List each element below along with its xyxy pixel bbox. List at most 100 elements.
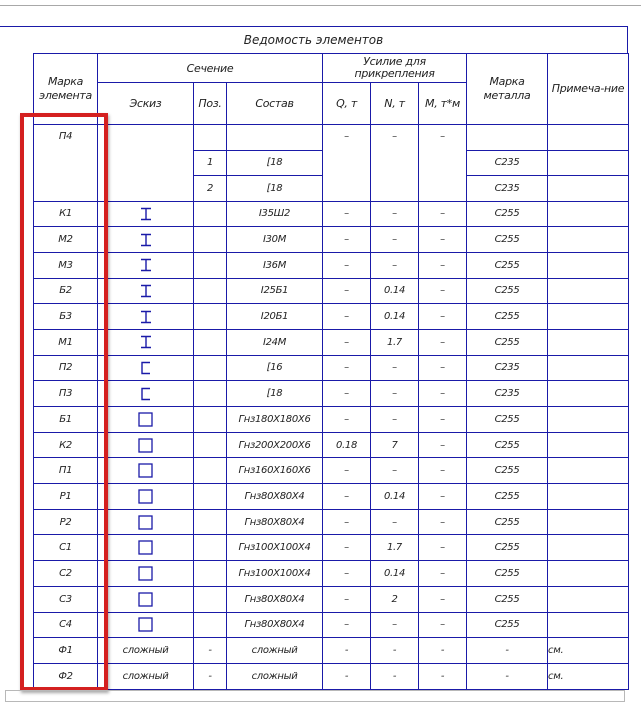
table-row: П3 [18– – – С235 (33, 380, 629, 407)
cell-note: см. (547, 662, 629, 690)
cell-pos (193, 251, 227, 279)
cell-sketch: сложный (97, 637, 194, 664)
cell-pos (193, 226, 227, 253)
group-composition: [18 (226, 175, 323, 202)
cell-sketch (97, 534, 194, 562)
cell-n: – (370, 508, 419, 536)
cell-q: 0.18 (322, 431, 371, 459)
cell-n: - (370, 637, 419, 664)
square-tube-icon (99, 463, 193, 478)
header-m: М, т*м (418, 82, 467, 125)
group-pos (193, 124, 227, 151)
cell-m: – (418, 483, 467, 510)
cell-note (547, 585, 629, 613)
cell-m: – (418, 277, 467, 305)
square-tube-icon (99, 540, 193, 555)
cell-steel: С255 (466, 328, 548, 356)
cell-note (547, 328, 629, 356)
cell-note (547, 303, 629, 330)
cell-steel: С255 (466, 303, 548, 330)
channel-icon (99, 361, 193, 375)
cell-q: – (322, 328, 371, 356)
group-note (547, 149, 629, 176)
cell-note (547, 277, 629, 305)
cell-note (547, 483, 629, 510)
cell-composition: I35Ш2 (226, 200, 323, 228)
cell-pos (193, 303, 227, 330)
group-q: – (322, 124, 371, 202)
cell-q: – (322, 406, 371, 433)
cell-note (547, 380, 629, 407)
cell-m: – (418, 328, 467, 356)
group-pos: 1 (193, 149, 227, 176)
cell-mark: С4 (33, 611, 98, 639)
cell-note (547, 560, 629, 587)
group-sketch (97, 124, 194, 202)
cell-composition: I30М (226, 226, 323, 253)
cell-q: – (322, 483, 371, 510)
cell-composition: I20Б1 (226, 303, 323, 330)
cell-composition: Гнз80Х80Х4 (226, 483, 323, 510)
cell-m: - (418, 662, 467, 690)
square-tube-icon (99, 592, 193, 607)
cell-sketch (97, 200, 194, 228)
cell-steel: С255 (466, 611, 548, 639)
cell-m: – (418, 380, 467, 407)
cell-steel: - (466, 662, 548, 690)
cell-m: – (418, 406, 467, 433)
cell-steel: С255 (466, 431, 548, 459)
cell-n: – (370, 200, 419, 228)
cell-steel: С255 (466, 508, 548, 536)
cell-note: см. (547, 637, 629, 664)
cell-q: – (322, 354, 371, 382)
cell-q: – (322, 200, 371, 228)
cell-sketch (97, 251, 194, 279)
cell-n: – (370, 457, 419, 485)
cell-sketch (97, 431, 194, 459)
cell-composition: Гнз180Х180Х6 (226, 406, 323, 433)
cell-pos (193, 585, 227, 613)
table-row: К2 Гнз200Х200Х6 0.18 7– С255 (33, 431, 629, 459)
cell-note (547, 406, 629, 433)
cell-m: – (418, 251, 467, 279)
cell-q: – (322, 585, 371, 613)
cell-composition: I36М (226, 251, 323, 279)
i-beam-icon (99, 335, 193, 349)
cell-composition: Гнз200Х200Х6 (226, 431, 323, 459)
header-n: N, т (370, 82, 419, 125)
top-divider (0, 5, 641, 6)
cell-q: – (322, 251, 371, 279)
i-beam-icon (99, 207, 193, 221)
cell-steel: С255 (466, 277, 548, 305)
square-tube-icon (99, 566, 193, 581)
cell-sketch (97, 303, 194, 330)
cell-composition: [16 (226, 354, 323, 382)
cell-composition: I25Б1 (226, 277, 323, 305)
cell-n: – (370, 406, 419, 433)
highlight-box (20, 113, 108, 691)
i-beam-icon (99, 310, 193, 324)
table-row: Б3 I20Б1–0.14– С255 (33, 303, 629, 330)
cell-pos (193, 431, 227, 459)
i-beam-icon (99, 284, 193, 298)
table-row: К1 I35Ш2– – – С255 (33, 200, 629, 228)
cell-sketch (97, 277, 194, 305)
channel-icon (99, 387, 193, 401)
group-pos: 2 (193, 175, 227, 202)
table-row: М3 I36М – – – С255 (33, 251, 629, 279)
cell-q: – (322, 226, 371, 253)
group-composition: [18 (226, 149, 323, 176)
cell-mark: С1 (33, 534, 98, 562)
group-note (547, 124, 629, 151)
cell-m: – (418, 585, 467, 613)
cell-sketch (97, 508, 194, 536)
cell-note (547, 457, 629, 485)
group-steel: С235 (466, 149, 548, 176)
table-row: М2 I30М – – – С255 (33, 226, 629, 253)
square-tube-icon (99, 437, 193, 453)
cell-pos: - (193, 637, 227, 664)
cell-m: – (418, 431, 467, 459)
cell-q: – (322, 534, 371, 562)
group-composition (226, 124, 323, 151)
cell-sketch (97, 560, 194, 587)
